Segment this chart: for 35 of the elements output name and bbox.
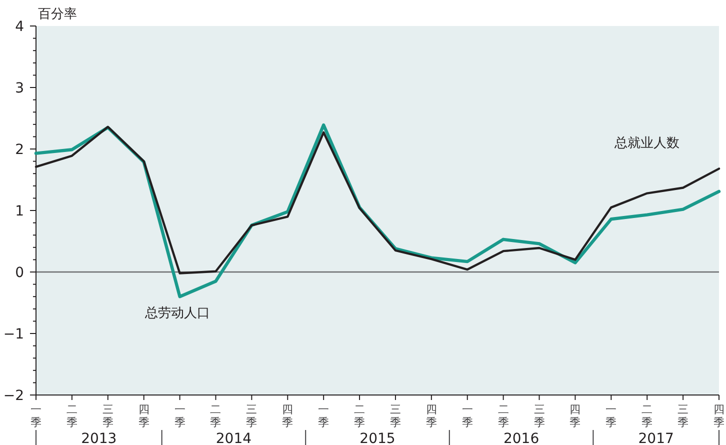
- x-tick-label: 一季: [174, 403, 186, 429]
- x-tick-label: 二季: [66, 403, 78, 429]
- y-tick-label: −1: [3, 326, 24, 342]
- text: 2017: [638, 431, 674, 445]
- x-tick-label: 三季: [534, 403, 545, 429]
- x-tick-label: 三季: [102, 403, 114, 429]
- x-tick-label: 一季: [30, 403, 42, 429]
- y-tick-label: 0: [15, 265, 24, 281]
- x-tick-label: 一季: [606, 403, 617, 429]
- y-tick-label: 4: [15, 19, 24, 35]
- text: 总就业人数: [614, 136, 680, 152]
- x-tick-label: 一季: [462, 403, 473, 429]
- x-tick-label: 四季: [570, 403, 581, 429]
- series-label: 总劳动人口: [144, 306, 210, 321]
- y-tick-label: 2: [15, 142, 24, 158]
- x-tick-label: 四季: [282, 403, 294, 429]
- x-tick-label: 四季: [714, 403, 724, 429]
- x-tick-label: 三季: [390, 403, 401, 429]
- text: 2013: [81, 431, 117, 445]
- y-tick-label: 1: [15, 204, 24, 220]
- text: 2015: [360, 431, 396, 445]
- text: 2016: [503, 431, 540, 445]
- x-tick-label: 四季: [426, 403, 437, 429]
- y-tick-label: 3: [15, 80, 24, 96]
- text: 2014: [216, 431, 252, 445]
- x-tick-label: 一季: [318, 403, 330, 429]
- x-tick-label: 二季: [642, 403, 653, 429]
- x-tick-label: 四季: [138, 403, 150, 429]
- y-tick-label: −2: [3, 388, 24, 404]
- x-tick-label: 二季: [210, 403, 222, 429]
- x-tick-label: 三季: [678, 403, 689, 429]
- y-axis-title: 百分率: [38, 6, 77, 22]
- x-tick-label: 二季: [354, 403, 366, 429]
- x-tick-label: 二季: [498, 403, 509, 429]
- x-tick-label: 三季: [246, 403, 258, 429]
